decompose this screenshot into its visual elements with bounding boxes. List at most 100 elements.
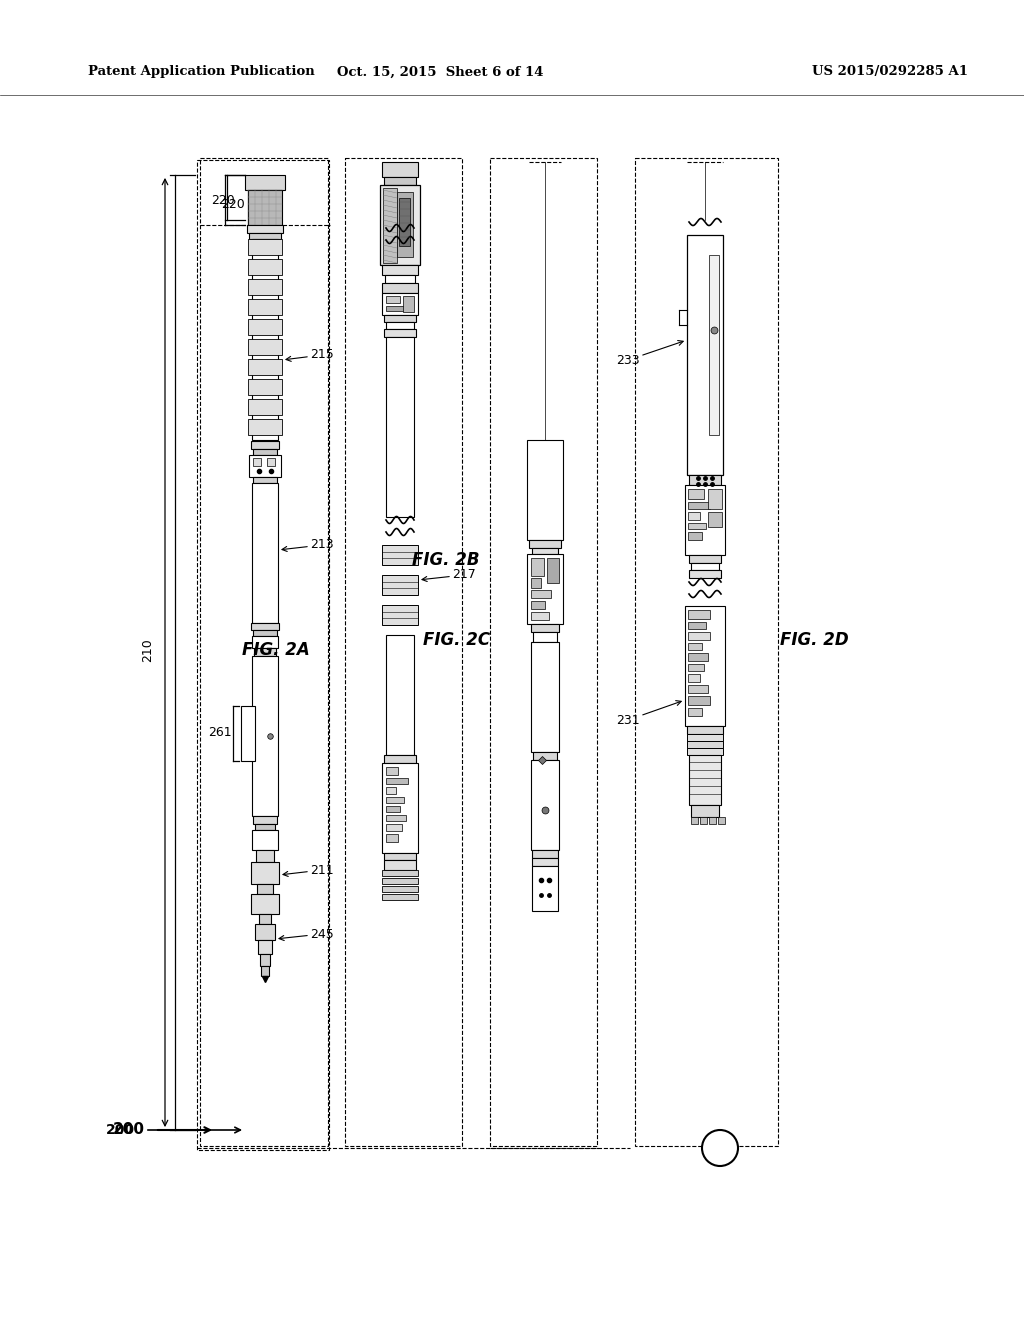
Bar	[689, 755, 721, 805]
Bar	[689, 570, 721, 578]
Bar	[688, 523, 706, 529]
Bar	[691, 817, 698, 824]
Bar	[691, 564, 719, 570]
Bar	[382, 870, 418, 876]
Bar	[257, 884, 273, 894]
Text: FIG. 2B: FIG. 2B	[413, 550, 480, 569]
Bar	[386, 834, 398, 842]
Text: 215: 215	[286, 348, 334, 362]
Bar	[688, 643, 702, 649]
Bar	[700, 817, 707, 824]
Bar	[267, 458, 275, 466]
Bar	[688, 512, 700, 520]
Bar	[687, 734, 723, 741]
Bar	[248, 418, 282, 436]
Text: 233: 233	[616, 341, 683, 367]
Bar	[688, 622, 706, 630]
Bar	[688, 632, 710, 640]
Bar	[248, 300, 282, 315]
Bar	[527, 440, 563, 540]
Bar	[688, 502, 710, 510]
Bar	[382, 894, 418, 900]
Bar	[688, 685, 708, 693]
Bar	[687, 235, 723, 475]
Text: FIG. 2C: FIG. 2C	[423, 631, 490, 649]
Bar	[386, 306, 408, 312]
Bar	[531, 558, 544, 576]
Bar	[248, 339, 282, 355]
Bar	[384, 177, 416, 185]
Bar	[386, 777, 408, 784]
Bar	[384, 853, 416, 861]
Bar	[253, 630, 278, 636]
Bar	[386, 824, 402, 832]
Circle shape	[702, 1130, 738, 1166]
Bar	[688, 675, 700, 682]
Bar	[386, 322, 414, 329]
Bar	[200, 158, 328, 1146]
Bar	[547, 558, 559, 583]
Bar	[386, 635, 414, 755]
Text: 211: 211	[283, 863, 334, 876]
Bar	[386, 814, 406, 821]
Bar	[687, 748, 723, 755]
Bar	[687, 741, 723, 748]
Text: 220: 220	[211, 194, 234, 206]
Bar	[197, 160, 329, 1150]
Bar	[386, 296, 400, 304]
Bar	[685, 606, 725, 726]
Bar	[531, 612, 549, 620]
Bar	[532, 866, 558, 911]
Bar	[688, 696, 710, 705]
Bar	[635, 158, 778, 1146]
Bar	[534, 752, 557, 760]
Bar	[382, 282, 418, 293]
Bar	[386, 767, 398, 775]
Text: 200: 200	[113, 1122, 145, 1138]
Bar	[382, 886, 418, 892]
Bar	[385, 275, 415, 282]
Bar	[386, 787, 396, 795]
Bar	[688, 532, 702, 540]
Bar	[531, 760, 559, 850]
Bar	[382, 878, 418, 884]
Bar	[253, 477, 278, 483]
Bar	[248, 259, 282, 275]
Text: Patent Application Publication: Patent Application Publication	[88, 66, 314, 78]
Bar	[260, 954, 270, 966]
Bar	[532, 858, 558, 866]
Bar	[248, 379, 282, 395]
Text: US 2015/0292285 A1: US 2015/0292285 A1	[812, 66, 968, 78]
Bar	[384, 315, 416, 322]
Bar	[529, 540, 561, 548]
Bar	[252, 656, 278, 816]
Bar	[255, 824, 275, 830]
Bar	[251, 894, 279, 913]
Bar	[688, 653, 708, 661]
Bar	[253, 449, 278, 455]
Bar	[383, 187, 397, 263]
Bar	[708, 512, 722, 527]
Text: 231: 231	[616, 701, 681, 726]
Bar	[380, 185, 420, 265]
Text: 245: 245	[279, 928, 334, 941]
Text: 200: 200	[106, 1123, 135, 1137]
Bar	[532, 850, 558, 858]
Bar	[688, 708, 702, 715]
Bar	[708, 488, 722, 510]
Text: 220: 220	[221, 198, 245, 211]
Bar	[248, 279, 282, 294]
Bar	[386, 797, 404, 803]
Bar	[258, 940, 272, 954]
Bar	[248, 399, 282, 414]
Text: 210: 210	[141, 638, 155, 661]
Bar	[261, 966, 269, 975]
Text: FIG. 2A: FIG. 2A	[243, 642, 310, 659]
Bar	[256, 850, 274, 862]
Bar	[248, 239, 282, 255]
Bar	[248, 190, 282, 224]
Bar	[248, 319, 282, 335]
Bar	[382, 763, 418, 853]
Bar	[253, 458, 261, 466]
Bar	[531, 624, 559, 632]
